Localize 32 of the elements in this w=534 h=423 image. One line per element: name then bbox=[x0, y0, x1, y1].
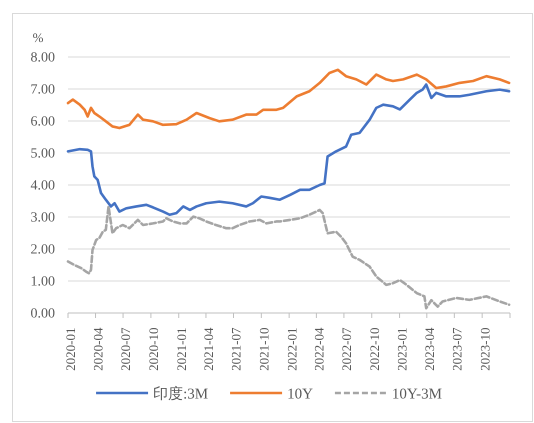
x-tick-label: 2023-10 bbox=[477, 328, 492, 371]
x-tick-label: 2022-10 bbox=[366, 328, 382, 371]
y-tick-label: 0.00 bbox=[30, 306, 55, 322]
legend-label: 印度:3M bbox=[153, 385, 208, 402]
line-series bbox=[66, 205, 510, 310]
y-tick-label: 6.00 bbox=[30, 114, 55, 130]
x-tick-label: 2022-04 bbox=[312, 327, 327, 371]
line-series bbox=[66, 68, 510, 130]
x-tick-label: 2020-10 bbox=[146, 328, 162, 371]
y-tick-label: 3.00 bbox=[30, 210, 55, 226]
legend-label: 10Y-3M bbox=[392, 386, 442, 402]
legend-label: 10Y bbox=[287, 386, 314, 402]
x-tick-label: 2021-01 bbox=[174, 328, 189, 371]
x-tick-label: 2020-01 bbox=[63, 328, 78, 371]
x-tick-label: 2023-07 bbox=[449, 327, 464, 371]
x-tick-label: 2021-07 bbox=[228, 327, 244, 371]
y-axis-title: % bbox=[32, 30, 44, 45]
x-tick-label: 2021-10 bbox=[256, 328, 272, 371]
y-tick-label: 5.00 bbox=[30, 146, 55, 162]
x-tick-label: 2020-04 bbox=[90, 327, 106, 371]
y-tick-label: 4.00 bbox=[30, 178, 55, 194]
y-tick-label: 1.00 bbox=[30, 274, 55, 290]
x-tick-label: 2023-01 bbox=[394, 328, 410, 371]
x-tick-label: 2022-01 bbox=[284, 328, 300, 371]
y-tick-label: 8.00 bbox=[30, 50, 55, 66]
y-tick-label: 7.00 bbox=[30, 82, 55, 98]
x-tick-label: 2021-04 bbox=[201, 327, 216, 371]
y-tick-label: 2.00 bbox=[30, 242, 55, 258]
line-series bbox=[66, 83, 510, 216]
x-tick-label: 2022-07 bbox=[339, 327, 354, 371]
x-tick-label: 2023-04 bbox=[422, 327, 437, 371]
x-tick-label: 2020-07 bbox=[118, 327, 134, 371]
